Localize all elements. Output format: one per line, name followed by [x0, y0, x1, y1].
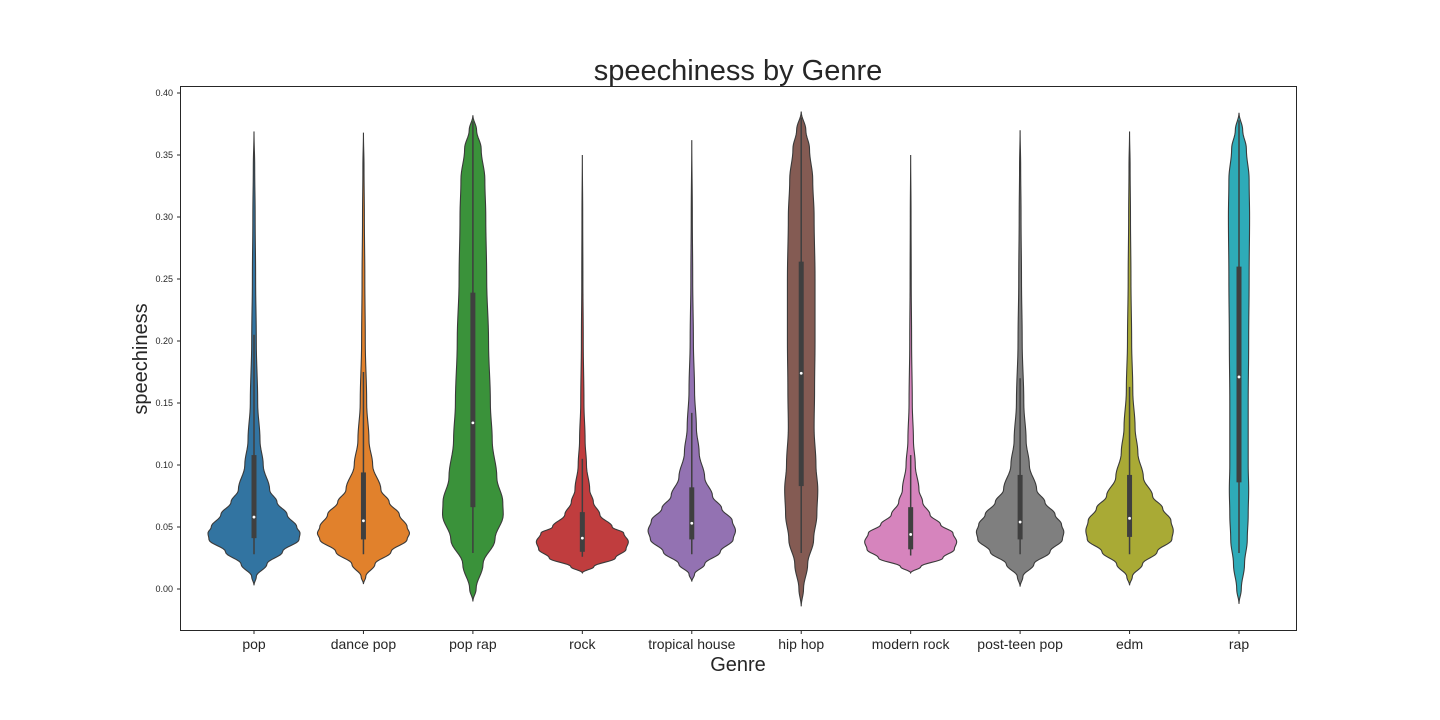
- violin-hip-hop: [784, 111, 819, 607]
- violin-median-point: [362, 519, 365, 523]
- x-tick-label: post-teen pop: [977, 636, 1063, 652]
- x-tick-label: dance pop: [331, 636, 397, 652]
- x-axis-label: Genre: [710, 654, 766, 676]
- violin-median-point: [252, 515, 256, 519]
- x-tick-label: hip hop: [778, 636, 824, 652]
- violin-modern-rock: [864, 154, 958, 575]
- y-tick-label: 0.20: [155, 336, 173, 346]
- x-axis: pop dance pop pop rap rock tropical house hip…: [242, 630, 1249, 652]
- violins-group: [207, 111, 1251, 607]
- violin-iqr-box: [470, 292, 476, 508]
- y-axis: 0.00 0.05 0.10 0.15 0.20 0.25 0.30 0.35 0.40: [155, 88, 181, 594]
- y-tick-label: 0.30: [155, 212, 173, 222]
- violin-median-point: [471, 421, 475, 425]
- violin-median-point: [1128, 516, 1131, 520]
- violin-tropical-house: [647, 140, 737, 582]
- violin-median-point: [580, 536, 584, 540]
- y-tick-label: 0.40: [155, 88, 173, 98]
- violin-dance-pop: [316, 132, 410, 585]
- y-axis-label: speechiness: [130, 303, 152, 414]
- y-tick-label: 0.25: [155, 274, 173, 284]
- violin-edm: [1085, 131, 1174, 586]
- violin-iqr-box: [1127, 474, 1133, 537]
- violin-body: [1085, 131, 1174, 586]
- violin-iqr-box: [1236, 266, 1242, 483]
- violin-pop-rap: [441, 115, 504, 602]
- x-tick-label: pop rap: [449, 636, 497, 652]
- y-tick-label: 0.35: [155, 150, 173, 160]
- violin-median-point: [1018, 520, 1022, 524]
- violin-iqr-box: [908, 507, 914, 550]
- y-tick-label: 0.05: [155, 522, 173, 532]
- violin-median-point: [1237, 375, 1241, 379]
- violin-iqr-box: [251, 455, 257, 539]
- chart-title: speechiness by Genre: [594, 55, 883, 87]
- violin-body: [535, 154, 629, 574]
- violin-iqr-box: [689, 487, 695, 540]
- violin-rock: [535, 154, 629, 574]
- x-tick-label: rap: [1229, 636, 1249, 652]
- violin-post-teen-pop: [975, 130, 1065, 587]
- violin-body: [316, 132, 410, 585]
- violin-body: [975, 130, 1065, 587]
- violin-median-point: [690, 521, 694, 525]
- plot-frame: [180, 86, 1297, 631]
- violin-iqr-box: [579, 512, 585, 552]
- violin-rap: [1227, 112, 1251, 604]
- violin-iqr-box: [360, 472, 366, 540]
- violin-median-point: [799, 371, 803, 375]
- violin-median-point: [909, 533, 913, 536]
- x-tick-label: edm: [1116, 636, 1143, 652]
- violin-body: [864, 154, 958, 575]
- x-tick-label: modern rock: [872, 636, 951, 652]
- x-tick-label: rock: [569, 636, 596, 652]
- violin-body: [647, 140, 737, 582]
- y-tick-label: 0.15: [155, 398, 173, 408]
- y-tick-label: 0.00: [155, 584, 173, 594]
- x-tick-label: tropical house: [648, 636, 735, 652]
- y-tick-label: 0.10: [155, 460, 173, 470]
- x-tick-label: pop: [242, 636, 266, 652]
- violin-pop: [207, 131, 301, 586]
- violin-iqr-box: [1017, 474, 1023, 540]
